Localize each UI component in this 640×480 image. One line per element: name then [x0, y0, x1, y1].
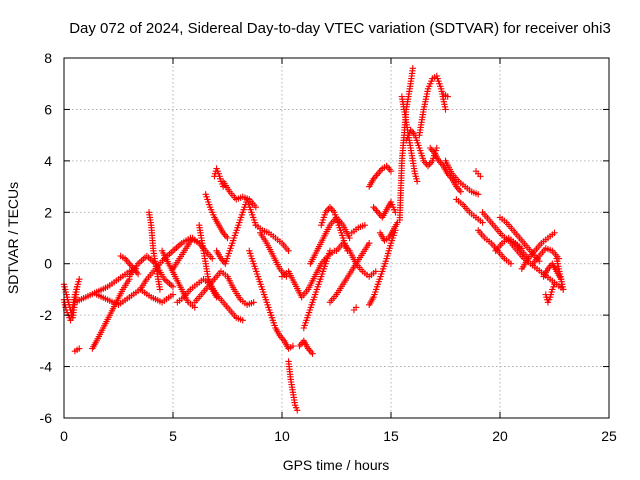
- y-tick-label: -2: [40, 307, 53, 323]
- data-point: [326, 247, 334, 255]
- data-point: [213, 293, 220, 301]
- data-point: [442, 106, 449, 113]
- x-tick-label: 0: [60, 428, 68, 444]
- x-tick-label: 20: [492, 428, 508, 444]
- y-tick-labels: -6 -4 -2 0 2 4 6 8: [40, 50, 53, 426]
- data-point: [560, 286, 567, 293]
- data-point: [409, 65, 416, 72]
- data-point: [252, 203, 260, 211]
- data-point: [224, 234, 231, 242]
- data-point: [76, 275, 83, 283]
- y-tick-label: -4: [40, 359, 53, 375]
- y-tick-label: 2: [44, 204, 52, 220]
- data-point: [551, 281, 558, 288]
- y-tick-label: 4: [44, 153, 52, 169]
- data-point: [289, 342, 297, 350]
- data-point: [433, 144, 440, 152]
- data-point: [239, 317, 246, 324]
- data-point: [250, 299, 257, 306]
- x-tick-labels: 0 5 10 15 20 25: [60, 428, 617, 444]
- data-points: [60, 65, 567, 414]
- y-tick-label: -6: [40, 410, 53, 426]
- grid-lines: [64, 58, 609, 418]
- data-point: [444, 93, 451, 100]
- plot-frame: [63, 57, 610, 419]
- y-axis-label: SDTVAR / TECUs: [5, 182, 21, 294]
- x-axis-label: GPS time / hours: [283, 457, 390, 473]
- data-point: [309, 350, 316, 357]
- data-point: [169, 291, 177, 298]
- y-tick-label: 6: [44, 101, 52, 117]
- y-tick-label: 8: [44, 50, 52, 66]
- x-tick-label: 10: [274, 428, 290, 444]
- data-point: [457, 188, 464, 195]
- data-point: [346, 234, 353, 242]
- data-point: [294, 407, 301, 414]
- data-point: [361, 221, 369, 229]
- x-tick-label: 15: [383, 428, 399, 444]
- y-tick-label: 0: [44, 256, 52, 272]
- data-point: [507, 260, 515, 267]
- chart-title: Day 072 of 2024, Sidereal Day-to-day VTE…: [69, 20, 611, 37]
- data-point: [387, 167, 395, 175]
- data-point: [169, 283, 177, 291]
- data-point: [479, 219, 486, 226]
- data-point: [413, 178, 421, 185]
- data-point: [285, 247, 292, 255]
- x-tick-label: 25: [601, 428, 617, 444]
- data-point: [475, 191, 482, 198]
- data-point: [209, 255, 216, 262]
- data-point: [372, 268, 379, 275]
- data-point: [352, 304, 360, 311]
- data-point: [477, 173, 484, 180]
- axis-ticks: [63, 57, 610, 419]
- x-tick-label: 5: [169, 428, 177, 444]
- data-point: [156, 286, 164, 293]
- data-point: [76, 345, 83, 352]
- data-point: [134, 270, 142, 278]
- data-point: [366, 239, 373, 247]
- data-point: [551, 229, 558, 237]
